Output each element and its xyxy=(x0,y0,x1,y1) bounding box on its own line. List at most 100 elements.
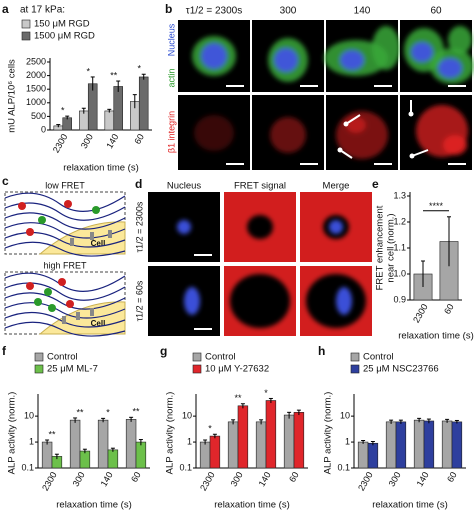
x-tick-label: 2300 xyxy=(356,470,375,492)
nucleus xyxy=(177,220,191,234)
bar xyxy=(451,421,463,469)
legend-swatch xyxy=(350,352,360,362)
panel-letter: c xyxy=(2,174,9,188)
y-tick-label: 1500 xyxy=(26,84,46,94)
significance: ** xyxy=(76,407,84,417)
bar xyxy=(265,400,277,469)
actin xyxy=(372,26,400,70)
y-tick-label: 0.1 xyxy=(337,462,350,472)
rgd xyxy=(34,298,42,306)
x-tick-label: 140 xyxy=(415,470,431,488)
significance: * xyxy=(137,64,141,74)
x-axis-label: relaxation time (s) xyxy=(398,331,474,342)
column-header: τ1/2 = 2300s xyxy=(186,6,243,17)
fret-hole xyxy=(247,215,273,239)
y-axis-label: ALP activity (norm.) xyxy=(165,392,176,475)
arrow-head xyxy=(408,111,414,117)
bar xyxy=(41,441,53,469)
x-tick-label: 60 xyxy=(132,132,146,146)
panel-letter: b xyxy=(165,2,172,16)
bar xyxy=(87,83,98,131)
y-tick-label: 2000 xyxy=(26,70,46,80)
legend-label: 1500 μM RGD xyxy=(34,31,95,42)
rgd xyxy=(38,216,46,224)
legend-swatch xyxy=(34,364,44,374)
polymer xyxy=(4,282,126,301)
bar xyxy=(209,435,221,469)
row-label: actin xyxy=(166,68,176,87)
schematic-title: high FRET xyxy=(43,260,87,270)
x-axis-label: relaxation time (s) xyxy=(56,500,132,511)
y-tick-label: 0.9 xyxy=(393,294,406,304)
x-axis-label: relaxation time (s) xyxy=(214,500,290,511)
x-tick-label: 2300 xyxy=(40,470,59,492)
column-header: 140 xyxy=(354,6,371,17)
significance: * xyxy=(61,106,65,116)
integrin xyxy=(443,135,467,155)
significance: **** xyxy=(429,201,444,211)
integrin xyxy=(70,238,74,246)
integrin-stain xyxy=(194,115,234,151)
significance: ** xyxy=(110,70,118,80)
bar xyxy=(423,420,435,469)
nucleus xyxy=(329,220,343,234)
bar xyxy=(107,449,119,469)
bar xyxy=(62,117,72,131)
x-tick-label: 140 xyxy=(257,470,273,488)
bar xyxy=(283,414,295,469)
polymer xyxy=(4,311,126,328)
integrin xyxy=(108,230,112,238)
bar xyxy=(255,421,267,469)
nucleus xyxy=(201,43,227,69)
nucleus xyxy=(184,287,200,315)
arrow-head xyxy=(343,121,349,127)
bar xyxy=(367,442,379,469)
rgd xyxy=(64,200,72,208)
column-header: 300 xyxy=(280,6,297,17)
legend-swatch xyxy=(192,364,202,374)
nucleus xyxy=(411,42,433,62)
y-axis-label: FRET enhancement xyxy=(375,205,386,290)
bar xyxy=(227,421,239,469)
integrin xyxy=(76,312,80,320)
bar xyxy=(104,110,115,131)
bar xyxy=(441,420,453,469)
y-tick-label: 10 xyxy=(24,411,34,421)
chart-title: at 17 kPa: xyxy=(20,5,65,16)
bar xyxy=(357,441,369,469)
legend-label: 25 μM ML-7 xyxy=(47,364,98,375)
arrow xyxy=(345,114,361,125)
integrin xyxy=(62,316,66,324)
column-header: FRET signal xyxy=(234,181,286,192)
integrin xyxy=(90,308,94,316)
legend-swatch xyxy=(34,352,44,362)
y-axis-label: ALP activity (norm.) xyxy=(7,392,18,475)
x-tick-label: 300 xyxy=(387,470,403,488)
panel-letter: d xyxy=(135,177,142,191)
cell-label: Cell xyxy=(91,239,106,248)
rgd xyxy=(44,288,52,296)
x-tick-label: 300 xyxy=(71,470,87,488)
integrin xyxy=(194,115,234,151)
y-tick-label: 10 xyxy=(182,411,192,421)
x-tick-label: 2300 xyxy=(411,302,430,324)
significance: * xyxy=(86,66,90,76)
bar xyxy=(135,441,147,469)
legend-label: Control xyxy=(363,352,394,363)
x-axis-label: relaxation time (s) xyxy=(372,500,448,511)
cell-stain xyxy=(404,26,474,84)
x-tick-label: 300 xyxy=(229,470,245,488)
x-tick-label: 60 xyxy=(442,302,456,316)
significance: ** xyxy=(48,429,56,439)
schematic-title: low FRET xyxy=(45,180,85,190)
cell-stain xyxy=(324,26,400,76)
rgd xyxy=(26,282,34,290)
bar xyxy=(293,412,305,469)
bar xyxy=(395,421,407,469)
bar xyxy=(237,405,249,469)
rgd xyxy=(66,300,74,308)
y-tick-label: 1 xyxy=(187,436,192,446)
x-tick-label: 2300 xyxy=(198,470,217,492)
polymer xyxy=(4,292,126,310)
y-axis-label: ALP activity (norm.) xyxy=(323,392,334,475)
